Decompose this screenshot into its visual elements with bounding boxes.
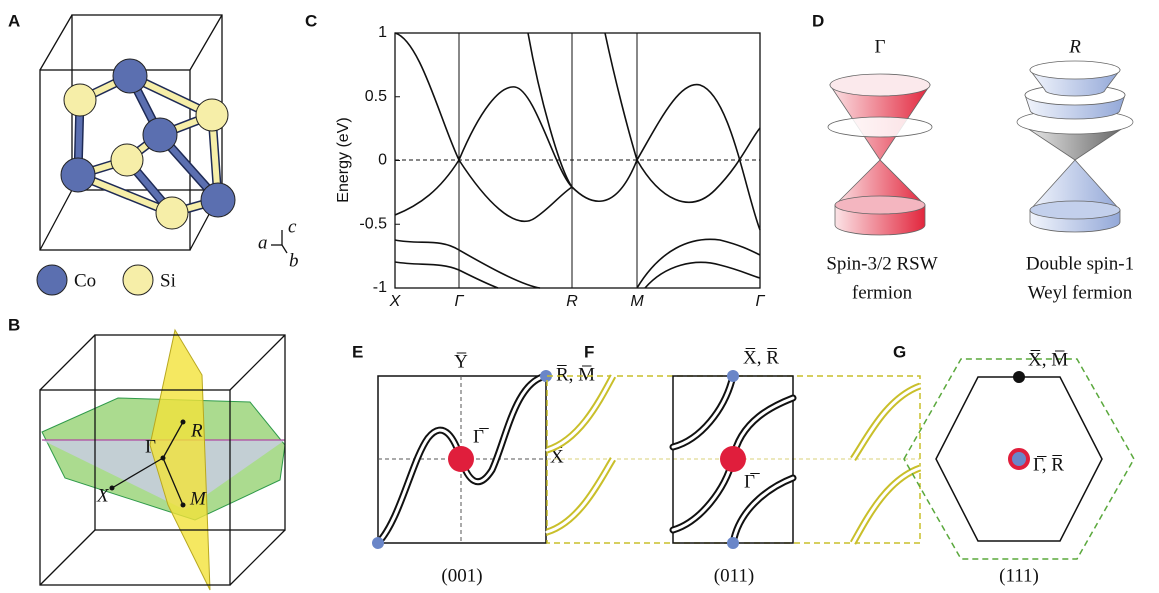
axis-label: c bbox=[288, 216, 297, 237]
point-label: X̅, M̅ bbox=[1028, 349, 1068, 370]
legend-label: Si bbox=[160, 270, 176, 291]
point-label: R̅, M̅ bbox=[556, 364, 595, 385]
point-label: X̅ bbox=[550, 446, 564, 467]
point-label: Γ̅ bbox=[744, 471, 760, 492]
crystal-structure bbox=[39, 14, 223, 251]
panel-label: F bbox=[584, 342, 594, 361]
y-tick-label: 0 bbox=[378, 152, 387, 169]
x-tick-label: Γ bbox=[454, 293, 464, 310]
y-tick-label: -1 bbox=[373, 279, 387, 296]
panel-label: D bbox=[812, 11, 824, 30]
y-axis-label: Energy (eV) bbox=[335, 117, 352, 202]
point-label: Γ̅ bbox=[473, 426, 489, 447]
panel-label: E bbox=[352, 342, 363, 361]
panel-label: A bbox=[8, 11, 20, 30]
point-label: Γ̅, R̅ bbox=[1033, 454, 1064, 475]
surface-label: (001) bbox=[441, 565, 482, 586]
panel-label: B bbox=[8, 315, 20, 334]
point-label: X bbox=[96, 485, 110, 506]
point-label: X̅, R̅ bbox=[743, 347, 779, 368]
axis-label: a bbox=[258, 232, 268, 253]
x-tick-label: M bbox=[630, 293, 644, 310]
surface-label: (111) bbox=[999, 565, 1039, 586]
legend-swatch bbox=[122, 264, 154, 296]
point-label: Γ bbox=[875, 36, 886, 57]
legend-label: Co bbox=[74, 270, 96, 291]
surface-label: (011) bbox=[714, 565, 754, 586]
brillouin-zone bbox=[39, 328, 286, 591]
atoms bbox=[60, 58, 236, 230]
point-label: Y̅ bbox=[454, 351, 468, 372]
caption: Double spin-1 bbox=[1026, 253, 1134, 274]
legend-swatch bbox=[36, 264, 68, 296]
x-tick-label: Γ bbox=[755, 293, 765, 310]
point-label: R bbox=[190, 420, 203, 441]
cone-gamma bbox=[827, 73, 933, 236]
point-label: M bbox=[189, 488, 207, 509]
y-tick-label: -0.5 bbox=[359, 215, 387, 232]
y-tick-label: 0.5 bbox=[365, 88, 387, 105]
panel-label: G bbox=[893, 342, 906, 361]
surface-bz-111 bbox=[903, 358, 1135, 560]
band-structure bbox=[394, 32, 761, 289]
caption: Weyl fermion bbox=[1028, 282, 1133, 303]
point-label: R bbox=[1068, 36, 1081, 57]
caption: fermion bbox=[852, 282, 913, 303]
axes-indicator bbox=[271, 230, 288, 254]
x-tick-label: R bbox=[566, 293, 578, 310]
axis-label: b bbox=[289, 250, 299, 271]
fermi-arc-001 bbox=[372, 370, 552, 549]
y-tick-label: 1 bbox=[378, 24, 387, 41]
point-label: Γ bbox=[145, 436, 156, 457]
cone-r bbox=[1016, 60, 1134, 233]
bands bbox=[394, 32, 761, 289]
fermi-arc-011 bbox=[545, 370, 922, 549]
x-tick-label: X bbox=[389, 293, 402, 310]
panel-label: C bbox=[305, 11, 317, 30]
caption: Spin-3/2 RSW bbox=[826, 253, 937, 274]
